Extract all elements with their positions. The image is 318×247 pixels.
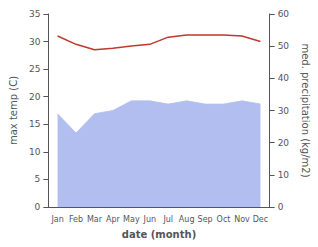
svg-text:40: 40 <box>278 73 290 83</box>
svg-text:60: 60 <box>278 9 290 19</box>
svg-text:max temp (C): max temp (C) <box>8 76 19 145</box>
svg-text:Dec: Dec <box>253 215 268 224</box>
svg-text:10: 10 <box>278 170 290 180</box>
svg-text:med. precipitation (kg/m2): med. precipitation (kg/m2) <box>300 43 311 177</box>
svg-text:0: 0 <box>278 202 284 212</box>
svg-text:25: 25 <box>29 64 40 74</box>
svg-text:Jan: Jan <box>50 215 63 224</box>
svg-text:Mar: Mar <box>87 215 103 224</box>
svg-text:30: 30 <box>29 37 41 47</box>
svg-text:50: 50 <box>278 41 290 51</box>
svg-text:30: 30 <box>278 106 290 116</box>
svg-text:Sep: Sep <box>198 215 213 224</box>
svg-text:Nov: Nov <box>234 215 250 224</box>
svg-text:Jul: Jul <box>162 215 173 224</box>
svg-text:May: May <box>123 215 140 224</box>
svg-text:Aug: Aug <box>179 215 195 224</box>
svg-text:20: 20 <box>278 138 290 148</box>
svg-text:Oct: Oct <box>217 215 231 224</box>
svg-text:5: 5 <box>35 174 41 184</box>
svg-text:Jun: Jun <box>143 215 157 224</box>
svg-text:15: 15 <box>29 119 40 129</box>
svg-text:10: 10 <box>29 147 41 157</box>
svg-text:date (month): date (month) <box>122 229 196 240</box>
svg-text:35: 35 <box>29 9 40 19</box>
svg-text:20: 20 <box>29 92 41 102</box>
svg-text:0: 0 <box>35 202 41 212</box>
svg-text:Apr: Apr <box>106 215 121 224</box>
svg-text:Feb: Feb <box>69 215 83 224</box>
